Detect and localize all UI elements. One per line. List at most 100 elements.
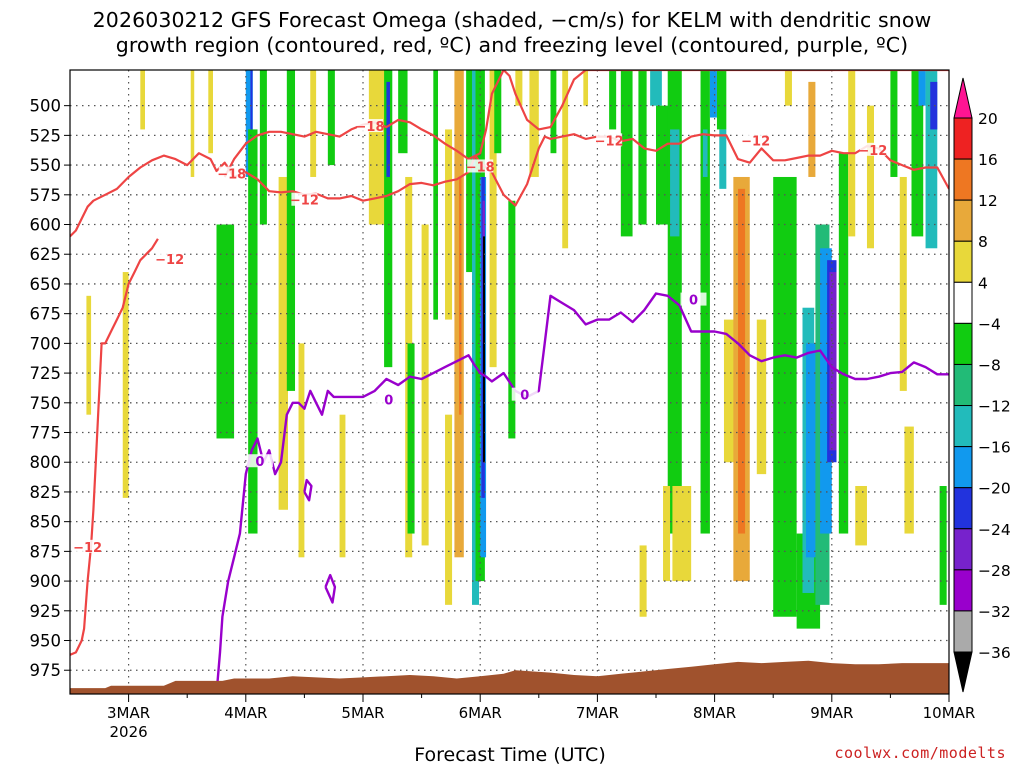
omega-band-36	[494, 70, 502, 154]
colorbar-bin-2	[953, 158, 973, 201]
omega-band-43	[609, 70, 617, 130]
omega-band-54	[702, 129, 708, 177]
contour-label-2: −18	[466, 160, 495, 175]
omega-band-8	[248, 129, 258, 534]
colorbar-label-0: 20	[978, 110, 998, 128]
omega-band-42	[583, 70, 589, 106]
dsgr-contour-minus12-lower	[70, 238, 159, 656]
omega-band-15	[339, 414, 346, 558]
y-tick-label-675: 675	[30, 305, 62, 324]
omega-band-79	[911, 70, 924, 237]
contour-label-bg-1	[218, 166, 245, 180]
chart-title-line2: growth region (contoured, red, ºC) and f…	[115, 33, 909, 57]
omega-band-62	[773, 176, 797, 617]
omega-band-46	[639, 545, 647, 617]
omega-band-51	[663, 486, 671, 582]
colorbar-bin-12	[953, 569, 973, 612]
chart-title-line1: 2026030212 GFS Forecast Omega (shaded, −…	[92, 8, 932, 32]
colorbar-bin-7	[953, 363, 973, 407]
y-tick-label-725: 725	[30, 364, 62, 383]
omega-band-56	[716, 70, 727, 130]
colorbar-label-7: −12	[978, 398, 1011, 416]
omega-band-81	[925, 70, 938, 249]
omega-band-41	[562, 70, 569, 249]
omega-band-22	[421, 224, 429, 546]
contour-labels: −18 −18 −18 −12 −12 −12 −12 −12 −12 0 0 0 0	[73, 119, 887, 556]
omega-band-74	[855, 486, 867, 546]
omega-band-6	[245, 70, 253, 177]
colorbar-bin-13	[953, 610, 973, 653]
contour-label-12: 0	[689, 294, 698, 309]
omega-band-27	[459, 176, 462, 415]
x-tick-label-9: 9MAR	[810, 704, 853, 722]
grid-lines	[70, 70, 949, 694]
omega-band-3	[190, 70, 195, 177]
omega-band-60	[738, 188, 746, 534]
x-axis-title: Forecast Time (UTC)	[414, 744, 606, 766]
omega-band-23	[433, 70, 439, 320]
y-tick-label-700: 700	[30, 334, 62, 353]
contour-label-10: 0	[384, 393, 393, 408]
contour-label-bg-2	[467, 159, 494, 173]
y-tick-label-600: 600	[30, 216, 62, 235]
colorbar-top-triangle	[953, 77, 973, 119]
omega-band-55	[709, 70, 717, 118]
contour-label-5: −12	[595, 134, 624, 149]
colorbar-label-4: 4	[978, 274, 988, 292]
omega-band-16	[368, 70, 387, 225]
colorbar-label-3: 8	[978, 233, 988, 251]
contour-label-bg-4	[156, 252, 183, 266]
colorbar-label-10: −24	[978, 521, 1011, 539]
colorbar-bottom-triangle	[953, 651, 973, 693]
omega-band-52	[672, 486, 692, 582]
x-tick-label-6: 6MAR	[459, 704, 502, 722]
omega-band-10	[278, 176, 288, 510]
y-tick-label-975: 975	[30, 661, 62, 680]
omega-band-50	[670, 129, 680, 237]
omega-band-21	[407, 343, 415, 534]
omega-band-40	[550, 70, 557, 154]
contour-label-11: 0	[520, 389, 529, 404]
omega-band-25	[445, 414, 453, 605]
colorbar-bin-4	[953, 240, 973, 283]
y-tick-label-775: 775	[30, 424, 62, 443]
freezing-level-contour	[215, 292, 949, 694]
y-tick-label-625: 625	[30, 245, 62, 264]
colorbar-label-12: −32	[978, 603, 1011, 621]
y-tick-label-900: 900	[30, 572, 62, 591]
contour-label-bg-11	[511, 387, 538, 401]
x-tick-sublabel-3: 2026	[110, 723, 148, 741]
colorbar-bin-11	[953, 528, 973, 571]
omega-band-69	[820, 248, 832, 534]
colorbar-bin-5	[953, 281, 973, 324]
omega-band-35	[489, 70, 497, 368]
omega-band-63	[784, 70, 792, 106]
omega-band-19	[398, 70, 408, 154]
x-tick-label-3: 3MAR	[107, 704, 150, 722]
contour-label-6: −12	[741, 134, 770, 149]
contour-label-bg-12	[680, 292, 707, 306]
omega-band-78	[904, 426, 914, 534]
contour-label-bg-0	[357, 119, 384, 133]
colorbar-label-11: −28	[978, 562, 1011, 580]
x-tick-label-5: 5MAR	[341, 704, 384, 722]
colorbar-label-2: 12	[978, 192, 998, 210]
contour-label-0: −18	[356, 120, 385, 135]
omega-band-9	[259, 70, 267, 225]
omega-band-4	[208, 70, 213, 154]
omega-band-14	[327, 70, 335, 166]
colorbar-bin-9	[953, 446, 973, 489]
omega-band-13	[310, 70, 317, 177]
terrain-fill	[70, 660, 949, 694]
omega-band-71	[829, 272, 837, 451]
contour-label-bg-6	[742, 133, 769, 147]
y-tick-label-875: 875	[30, 542, 62, 561]
omega-band-11	[286, 70, 296, 391]
x-tick-label-8: 8MAR	[693, 704, 736, 722]
omega-band-83	[939, 486, 947, 605]
omega-band-1	[122, 272, 129, 498]
colorbar-label-6: −8	[978, 356, 1001, 374]
credit-link[interactable]: coolwx.com/modelts	[834, 744, 1006, 762]
contour-label-bg-10	[375, 392, 402, 406]
